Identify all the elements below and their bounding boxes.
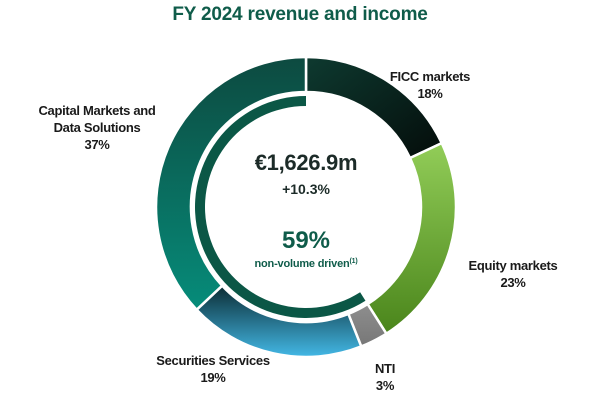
footnote-marker: (1): [349, 258, 358, 265]
label-cmds-pct: 37%: [84, 137, 110, 152]
label-securities-name: Securities Services: [156, 353, 270, 368]
non-volume-label: non-volume driven(1): [206, 258, 406, 270]
label-ficc-name: FICC markets: [389, 69, 471, 84]
label-cmds-name-2: Data Solutions: [53, 120, 141, 135]
label-ficc-pct: 18%: [417, 86, 443, 101]
revenue-growth: +10.3%: [282, 181, 330, 197]
label-securities-pct: 19%: [200, 370, 226, 385]
segment-cmds: [154, 55, 308, 312]
label-securities: Securities Services 19%: [138, 352, 288, 386]
label-nti: NTI 3%: [365, 360, 405, 394]
label-nti-name: NTI: [374, 361, 396, 376]
total-revenue: €1,626.9m: [254, 150, 358, 175]
non-volume-text: non-volume driven: [254, 258, 350, 270]
chart-title: FY 2024 revenue and income: [172, 4, 428, 25]
label-equity-pct: 23%: [500, 275, 526, 290]
label-nti-pct: 3%: [375, 378, 395, 393]
label-cmds-name-1: Capital Markets and: [38, 103, 156, 118]
label-equity: Equity markets 23%: [448, 257, 578, 291]
label-ficc: FICC markets 18%: [375, 68, 485, 102]
label-equity-name: Equity markets: [468, 258, 558, 273]
segment-securities: [194, 283, 363, 359]
label-cmds: Capital Markets and Data Solutions 37%: [22, 102, 172, 153]
non-volume-percentage: 59%: [281, 227, 331, 254]
